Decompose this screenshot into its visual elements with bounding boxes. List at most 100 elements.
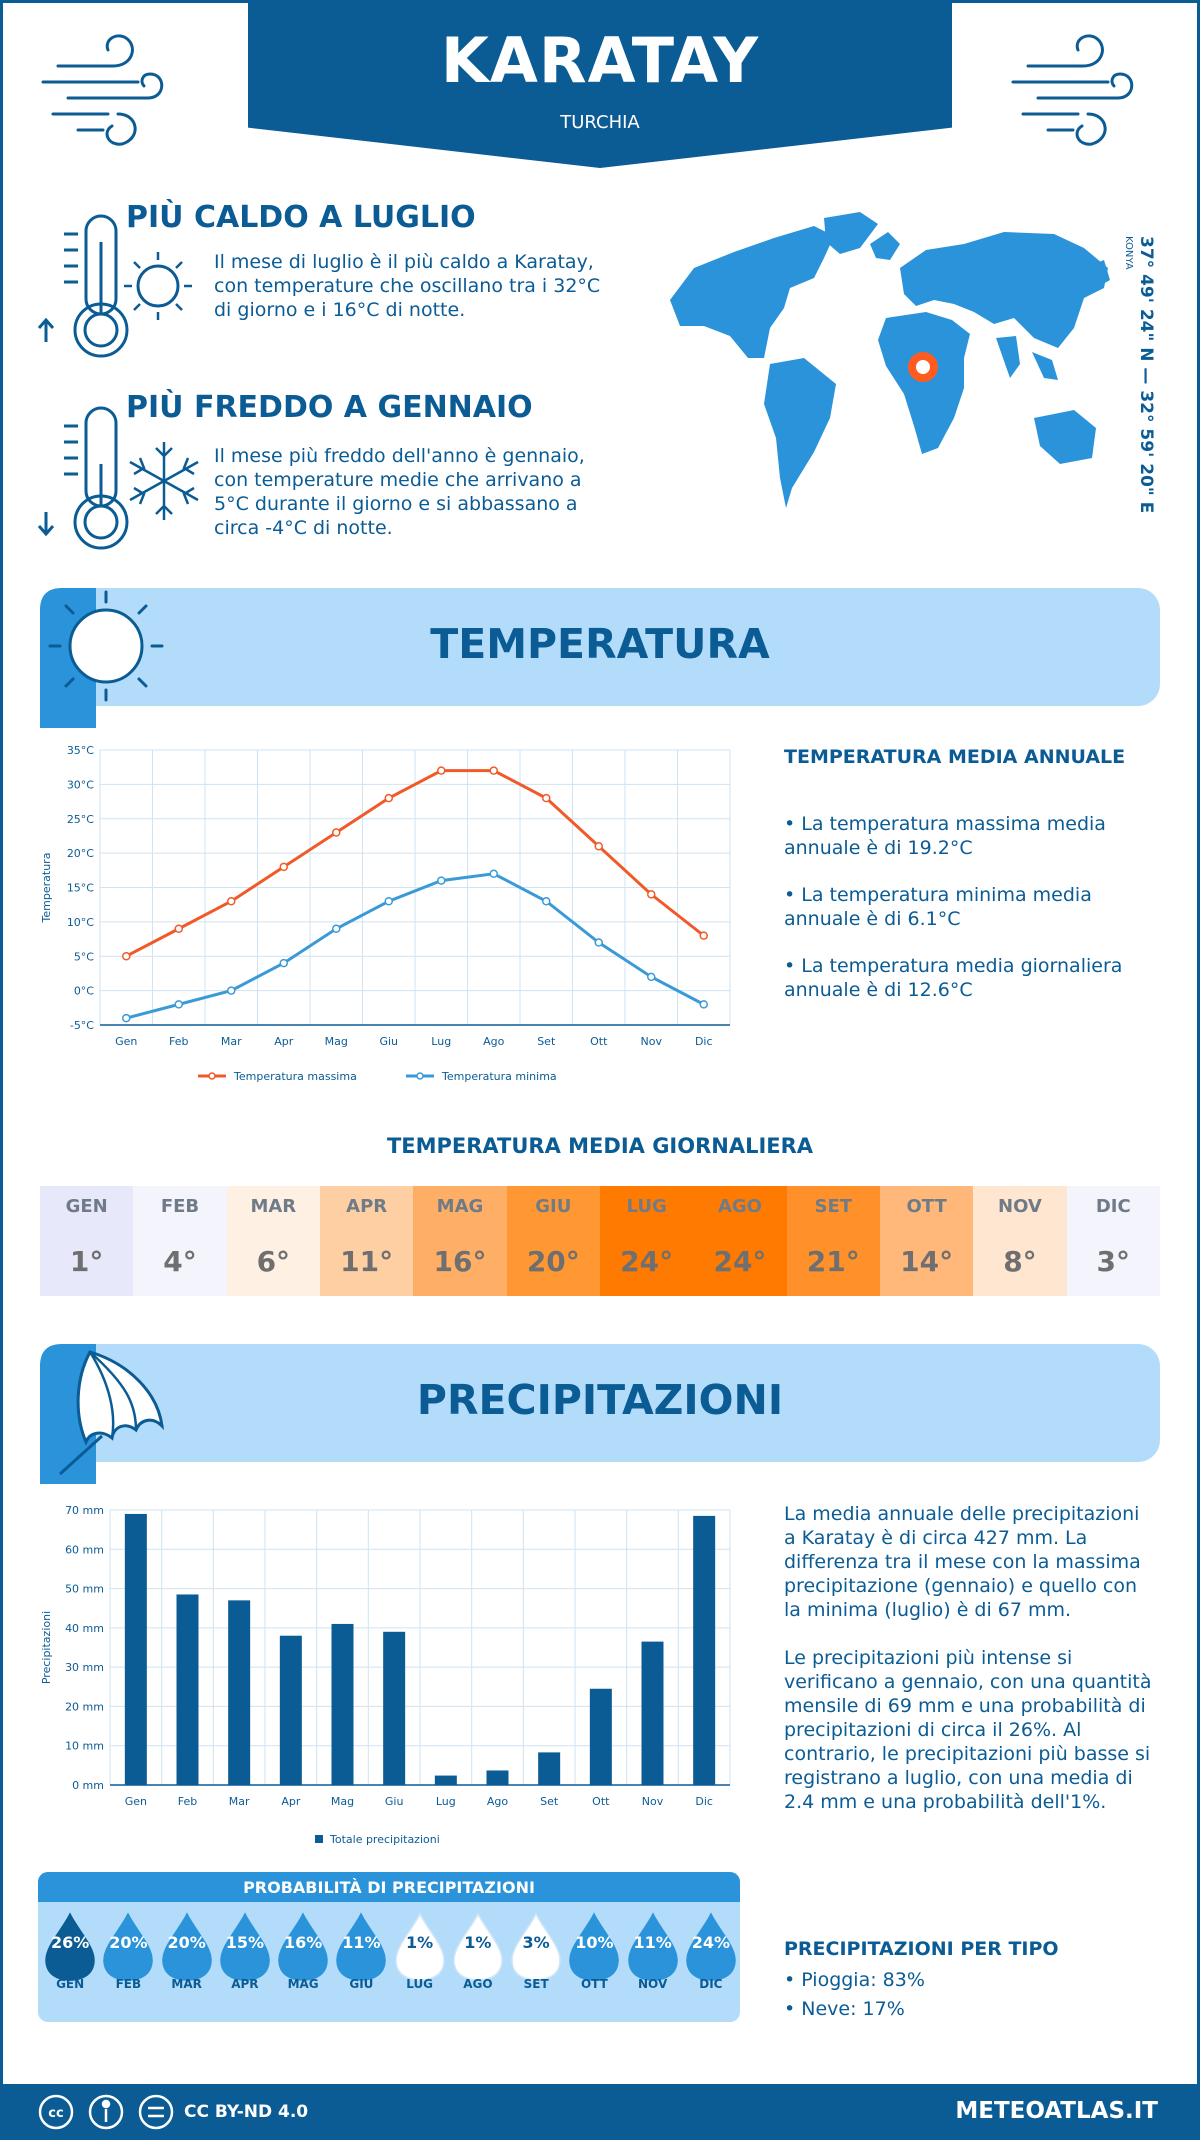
precip-bar [434,1775,457,1785]
daily-temperature-table: GEN 1° FEB 4° MAR 6° APR 11° MAG 16° GIU 20° LUG 24° A… [40,1186,1160,1296]
x-tick-label: Feb [178,1795,197,1808]
x-tick-label: Apr [274,1035,294,1048]
no-derivatives-icon [138,2094,174,2130]
month-label: GEN [65,1195,108,1217]
x-tick-label: Set [540,1795,559,1808]
probability-month: APR [231,1977,259,1991]
drop-icon [627,1912,678,1981]
precipitation-probability-box: PROBABILITÀ DI PRECIPITAZIONI 26% GEN 20% F… [38,1872,740,2022]
wind-icon-left [41,34,164,146]
y-tick-label: 70 mm [65,1504,104,1517]
y-tick-label: 60 mm [65,1543,104,1556]
data-point [279,862,288,872]
y-tick-label: 20°C [67,847,94,860]
probability-title: PROBABILITÀ DI PRECIPITAZIONI [38,1872,740,1902]
x-tick-label: Ott [592,1795,610,1808]
precip-text-2: Le precipitazioni più intense si verific… [784,1647,1152,1813]
data-point [594,938,603,947]
attribution-icon [88,2094,124,2130]
probability-drop: 11% GIU [332,1912,390,1991]
probability-value: 20% [167,1933,206,1952]
title-banner [248,0,952,168]
y-tick-label: 20 mm [65,1700,104,1713]
cold-text: Il mese più freddo dell'anno è gennaio, … [214,445,585,539]
y-tick-label: -5°C [70,1019,94,1032]
daily-temp-value: 11° [340,1244,394,1278]
y-tick-label: 5°C [74,950,94,963]
data-point [647,890,656,899]
data-point [279,958,288,968]
data-point [174,924,183,933]
probability-drop: 1% LUG [391,1912,449,1991]
probability-month: GIU [349,1977,374,1991]
drop-icon [686,1912,736,1981]
precipitation-banner [40,1344,1160,1462]
data-point [384,897,393,906]
cc-icon [38,2094,74,2130]
probability-drop: 1% AGO [449,1912,507,1991]
thermometer-snow-icon [37,406,199,550]
daily-temp-title: TEMPERATURA MEDIA GIORNALIERA [386,1134,814,1158]
daily-temp-cell: FEB 4° [133,1186,227,1296]
data-point [174,1000,183,1009]
daily-temp-value: 16° [433,1244,487,1278]
site-link[interactable]: METEOATLAS.IT [955,2098,1158,2124]
precip-bar [124,1513,147,1785]
y-tick-label: 10 mm [65,1740,104,1753]
probability-month: SET [523,1977,549,1991]
daily-temp-value: 3° [1096,1244,1131,1278]
probability-drop: 20% MAR [158,1912,216,1991]
y-tick-label: 25°C [67,813,94,826]
x-tick-label: Ott [590,1035,608,1048]
drop-icon [103,1912,154,1981]
daily-temp-cell: APR 11° [319,1186,414,1296]
x-tick-label: Nov [641,1035,663,1048]
city-title: KARATAY [440,24,760,97]
y-tick-label: 30°C [67,778,94,791]
daily-temp-cell: OTT 14° [879,1186,974,1296]
probability-drop: 26% GEN [41,1912,99,1991]
daily-temp-value: 24° [620,1244,674,1278]
daily-temp-cell: SET 21° [786,1186,880,1296]
probability-drop: 20% FEB [99,1912,157,1991]
month-label: NOV [998,1195,1042,1217]
precip-bar [383,1631,406,1785]
probability-month: AGO [463,1977,493,1991]
cold-title: PIÙ FREDDO A GENNAIO [126,390,533,425]
x-tick-label: Set [537,1035,556,1048]
daily-temp-cell: MAG 16° [413,1186,507,1296]
data-point [699,1000,708,1009]
probability-value: 1% [464,1933,492,1952]
y-axis-label: Precipitazioni [40,1611,53,1684]
y-tick-label: 10°C [67,916,94,929]
precip-type-snow: • Neve: 17% [784,1998,905,2020]
probability-value: 11% [633,1933,672,1952]
legend-label: Temperatura minima [441,1070,557,1083]
y-tick-label: 50 mm [65,1583,104,1596]
legend-swatch [315,1835,323,1843]
drop-icon [161,1912,212,1981]
probability-month: MAR [171,1977,202,1991]
temperature-title: TEMPERATURA [430,620,770,668]
month-label: DIC [1095,1195,1131,1217]
region-text: KONYA [1123,236,1134,270]
y-tick-label: 40 mm [65,1622,104,1635]
x-tick-label: Apr [281,1795,301,1808]
probability-drop: 15% APR [216,1912,274,1991]
sun-icon [40,588,164,728]
probability-drops: 26% GEN 20% FEB 20% MAR 15% APR 16% MAG 11% GIU 1% LU… [38,1902,740,1991]
probability-value: 20% [109,1933,148,1952]
x-tick-label: Dic [695,1795,713,1808]
legend-label: Totale precipitazioni [329,1833,440,1846]
month-label: GIU [535,1195,572,1217]
month-label: APR [346,1195,388,1217]
probability-value: 10% [575,1933,614,1952]
annual-bullet-avg: • La temperatura media giornaliera annua… [784,955,1123,1001]
precip-bar [693,1515,716,1785]
x-tick-label: Giu [385,1795,404,1808]
country-subtitle: TURCHIA [560,112,640,133]
annual-bullet-max: • La temperatura massima media annuale è… [784,813,1106,859]
x-tick-label: Mag [331,1795,354,1808]
month-label: SET [814,1195,853,1217]
x-tick-label: Dic [695,1035,713,1048]
